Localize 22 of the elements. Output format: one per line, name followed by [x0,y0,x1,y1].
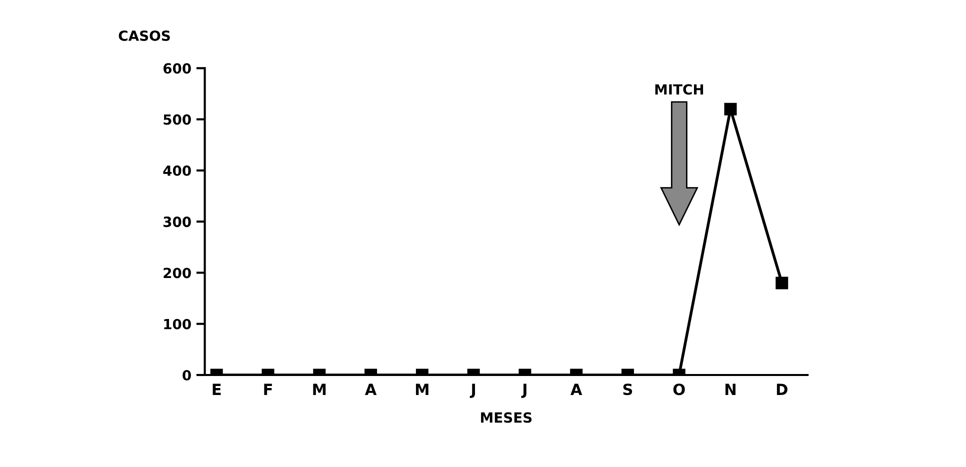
y-tick-label: 300 [164,216,191,228]
x-tick-label: M [416,384,428,395]
annotation: MITCH [655,84,704,95]
x-tick-label: E [212,384,221,395]
x-tick-label: F [264,384,272,395]
x-tick-label: D [776,384,788,395]
y-tick-label: 0 [182,370,191,380]
x-tick-label: O [673,384,685,396]
x-tick-label: A [364,384,377,395]
y-tick-label: 100 [164,318,191,330]
y-tick-label: 600 [163,63,191,74]
x-tick-label: J [521,384,526,398]
x-tick-label: A [570,384,582,395]
x-tick-label: N [726,384,736,395]
y-axis-title: CASOS [118,30,170,41]
x-tick-label: M [313,384,326,395]
y-tick-label: 200 [164,268,191,278]
y-tick-label: 500 [164,114,191,125]
y-tick-label: 400 [163,165,191,176]
x-tick-label: J [470,384,475,398]
x-axis-title: MESES [481,412,532,423]
x-tick-label: S [623,384,632,396]
